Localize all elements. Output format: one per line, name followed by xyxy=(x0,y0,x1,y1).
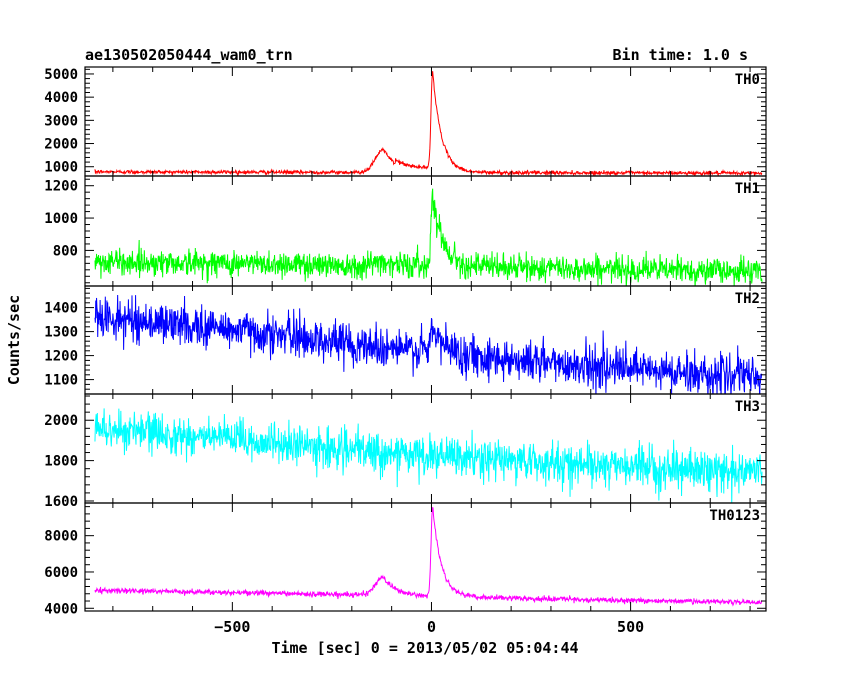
y-tick-label: 800 xyxy=(53,243,78,259)
series-th0 xyxy=(94,71,763,176)
y-tick-label: 1000 xyxy=(44,160,78,176)
panel-th0: TH0 1000 2000 3000 4000 5000 xyxy=(44,66,767,177)
panel-frame xyxy=(84,285,767,395)
panel-th1: TH1 800 1000 1200 xyxy=(44,175,767,287)
panel-frame xyxy=(84,502,767,612)
x-tick-label: 500 xyxy=(617,618,644,636)
x-tick-label: 0 xyxy=(427,618,436,636)
y-tick-label: 1100 xyxy=(44,373,78,389)
y-tick-label: 1200 xyxy=(44,179,78,195)
panel-label: TH0 xyxy=(735,72,760,88)
y-tick-label: 4000 xyxy=(44,90,78,106)
x-tick-label: −500 xyxy=(214,618,250,636)
y-tick-label: 8000 xyxy=(44,529,78,545)
panel-th0123: TH0123 4000 6000 8000 xyxy=(44,502,767,617)
y-tick-label: 1600 xyxy=(44,494,78,510)
panel-label: TH0123 xyxy=(709,508,760,524)
y-tick-label: 1200 xyxy=(44,349,78,365)
y-tick-label: 1000 xyxy=(44,211,78,227)
y-tick-label: 1400 xyxy=(44,301,78,317)
y-tick-label: 4000 xyxy=(44,601,78,617)
y-axis-label: Counts/sec xyxy=(5,295,23,385)
y-tick-label: 2000 xyxy=(44,137,78,153)
bin-time-label: Bin time: 1.0 s xyxy=(613,46,748,64)
panel-label: TH3 xyxy=(735,399,760,415)
y-tick-label: 1300 xyxy=(44,325,78,341)
panel-th2: TH2 1100 1200 1300 1400 xyxy=(44,285,767,395)
panel-th3: TH3 1600 1800 2000 xyxy=(44,393,767,510)
panel-label: TH2 xyxy=(735,291,760,307)
y-tick-label: 1800 xyxy=(44,454,78,470)
chart-title: ae130502050444_wam0_trn xyxy=(85,46,293,64)
y-tick-label: 2000 xyxy=(44,413,78,429)
series-th1 xyxy=(94,188,763,286)
panel-label: TH1 xyxy=(735,181,760,197)
y-tick-label: 3000 xyxy=(44,113,78,129)
x-axis-label: Time [sec] 0 = 2013/05/02 05:04:44 xyxy=(271,639,578,657)
series-th3 xyxy=(94,408,763,503)
panels-group: TH010002000300040005000TH180010001200TH2… xyxy=(44,66,767,636)
series-th2 xyxy=(94,295,763,394)
panel-frame xyxy=(84,66,767,177)
y-tick-label: 5000 xyxy=(44,67,78,83)
series-th0123 xyxy=(94,507,763,607)
y-tick-label: 6000 xyxy=(44,565,78,581)
